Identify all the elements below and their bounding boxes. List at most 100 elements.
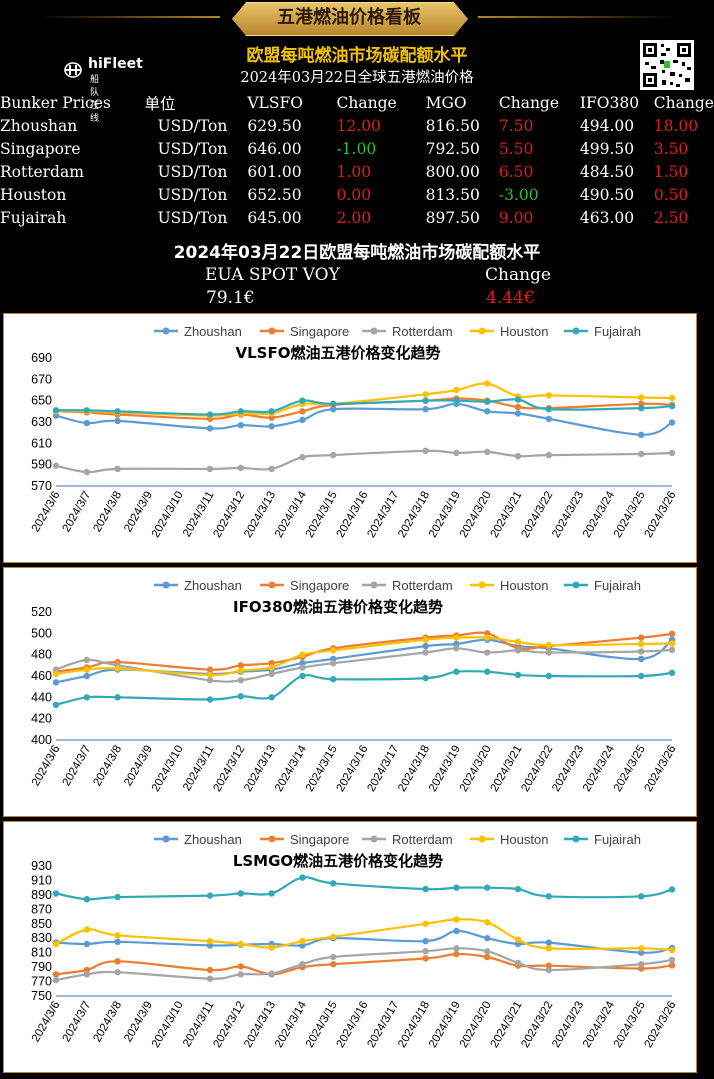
eua-value: 79.1€ [206, 288, 255, 308]
data-point-singapore [484, 953, 491, 961]
data-point-houston [453, 916, 460, 923]
y-tick-label: 870 [31, 902, 52, 916]
table-cell-port: Fujairah [0, 208, 67, 227]
data-point-rotterdam [638, 648, 645, 655]
data-point-houston [638, 394, 645, 401]
vlsfo-chart-panel: Zhoushan Singapore Rotterdam Houston Fujaira… [3, 313, 697, 563]
table-cell-ifo: 499.50 [579, 139, 635, 158]
legend-item-zhoushan: Zhoushan [154, 578, 242, 593]
data-point-fujairah [330, 880, 337, 887]
data-point-houston [422, 391, 429, 398]
data-point-houston [114, 932, 121, 939]
data-point-rotterdam [484, 448, 491, 456]
table-cell-port: Rotterdam [0, 162, 84, 181]
table-cell-ifo: 494.00 [579, 116, 635, 135]
data-point-fujairah [330, 400, 337, 408]
data-point-zhoushan [638, 655, 645, 663]
table-row: Rotterdam USD/Ton 601.00 1.00 800.00 6.50 484.… [0, 160, 714, 183]
data-point-rotterdam [299, 454, 306, 461]
data-point-fujairah [545, 893, 552, 900]
lsmgo-chart: Zhoushan Singapore Rotterdam Houston Fujaira… [30, 832, 679, 1050]
table-row: Fujairah USD/Ton 645.00 2.00 897.50 9.00 463.0… [0, 206, 714, 229]
data-point-rotterdam [638, 450, 645, 458]
x-tick-label: 2024/3/11 [181, 490, 217, 540]
legend-item-fujairah: Fujairah [564, 324, 641, 339]
legend-marker [478, 581, 486, 589]
data-point-singapore [514, 403, 522, 411]
y-tick-label: 590 [31, 458, 52, 472]
x-tick-label: 2024/3/9 [122, 744, 155, 789]
data-point-singapore [453, 950, 460, 958]
data-point-singapore [638, 634, 645, 641]
data-point-rotterdam [237, 464, 244, 472]
legend-label: Zhoushan [184, 324, 242, 339]
legend-label: Fujairah [594, 832, 641, 847]
data-point-fujairah [422, 885, 429, 893]
data-point-fujairah [514, 885, 522, 893]
data-point-fujairah [422, 397, 429, 404]
data-point-singapore [237, 662, 244, 669]
eua-change: 4.44€ [486, 288, 535, 308]
data-point-houston [299, 651, 306, 658]
data-point-fujairah [638, 404, 645, 412]
data-point-rotterdam [114, 968, 121, 976]
table-cell-vlsfo: 629.50 [247, 116, 302, 135]
hifleet-logo-icon [64, 62, 82, 78]
data-point-fujairah [299, 397, 306, 404]
data-point-houston [453, 386, 460, 394]
data-point-houston [83, 926, 91, 933]
y-tick-label: 610 [31, 436, 52, 450]
y-tick-label: 480 [31, 648, 52, 662]
data-point-houston [114, 665, 121, 672]
data-point-rotterdam [514, 959, 522, 966]
data-point-fujairah [237, 693, 244, 700]
data-point-fujairah [114, 694, 121, 701]
data-point-zhoushan [83, 672, 91, 680]
data-point-rotterdam [299, 664, 306, 671]
table-cell-mgo: 813.50 [425, 185, 480, 204]
logo-cn: 船队在线 [90, 75, 101, 124]
legend-label: Rotterdam [392, 578, 453, 593]
table-cell-unit: USD/Ton [157, 116, 228, 135]
y-tick-label: 400 [31, 733, 52, 747]
y-tick-label: 440 [31, 690, 52, 704]
table-cell-vlsfo: 601.00 [247, 162, 302, 181]
data-point-fujairah [52, 701, 60, 708]
y-tick-label: 910 [31, 873, 52, 887]
table-cell-port: Singapore [0, 139, 81, 158]
legend-item-zhoushan: Zhoushan [154, 324, 242, 339]
legend-item-fujairah: Fujairah [564, 832, 641, 847]
data-point-rotterdam [83, 971, 91, 978]
legend-label: Singapore [290, 832, 349, 847]
data-point-rotterdam [237, 971, 244, 978]
board-title: 五港燃油价格看板 [277, 7, 421, 28]
data-point-zhoushan [114, 417, 121, 425]
data-point-fujairah [268, 694, 275, 701]
y-tick-label: 830 [31, 931, 52, 945]
data-point-houston [668, 640, 676, 647]
table-cell-mgo-chg: -3.00 [498, 185, 539, 204]
date-line: 2024年03月22日全球五港燃油价格 [240, 70, 474, 86]
series-line-houston [55, 382, 673, 417]
table-cell-vlsfo-chg: 1.00 [336, 162, 372, 181]
legend-item-singapore: Singapore [260, 832, 349, 847]
table-cell-mgo: 816.50 [425, 116, 480, 135]
table-cell-ifo: 484.50 [579, 162, 635, 181]
data-point-zhoushan [268, 423, 275, 430]
data-point-fujairah [206, 696, 214, 703]
y-tick-label: 670 [31, 372, 52, 386]
data-point-houston [484, 380, 491, 387]
data-point-houston [330, 647, 337, 654]
y-tick-label: 770 [31, 975, 52, 989]
x-tick-label: 2024/3/6 [30, 744, 63, 789]
legend-marker [370, 327, 378, 335]
data-point-fujairah [268, 890, 275, 897]
legend-label: Rotterdam [392, 324, 453, 339]
data-point-rotterdam [668, 956, 676, 964]
column-header: Bunker Prices [0, 93, 111, 112]
legend-label: Houston [500, 324, 548, 339]
table-cell-unit: USD/Ton [157, 185, 228, 204]
data-point-rotterdam [514, 452, 522, 460]
data-point-fujairah [638, 672, 645, 680]
data-point-singapore [668, 962, 676, 969]
